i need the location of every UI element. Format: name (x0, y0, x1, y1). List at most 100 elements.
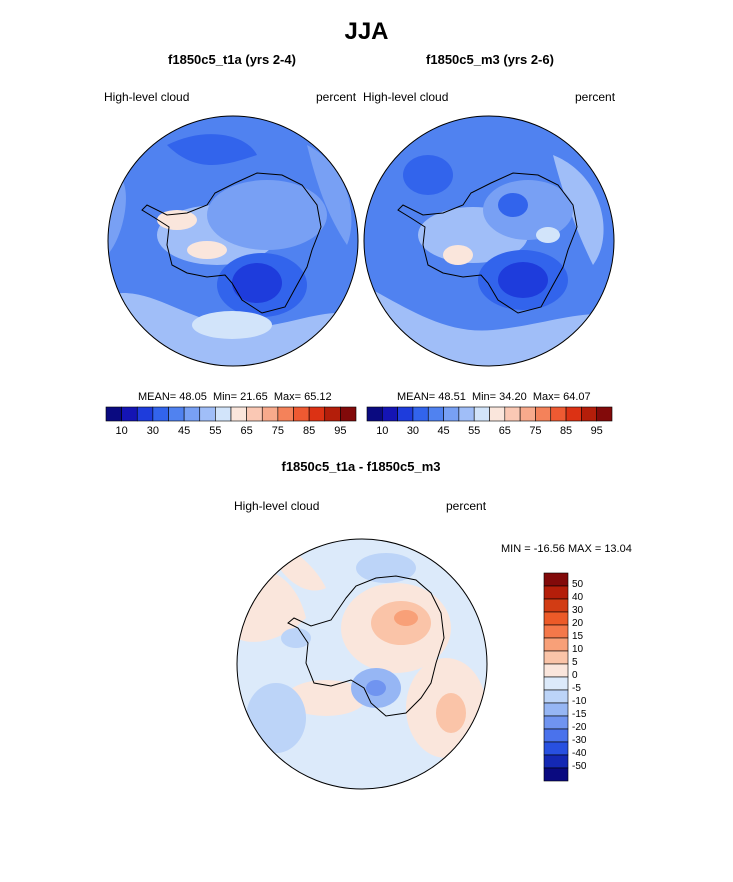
diff-field (394, 610, 418, 626)
panel2-colorbar-ticks: 10 30 45 55 65 75 85 95 (367, 425, 612, 439)
panel2-field (536, 227, 560, 243)
colorbar-tick-label: 85 (559, 425, 573, 437)
colorbar-tick-label: 75 (271, 425, 284, 437)
panel2-field (443, 245, 473, 265)
colorbar-tick-label: 75 (529, 425, 542, 437)
diff-field (281, 628, 311, 648)
panel1-title: f1850c5_t1a (yrs 2-4) (168, 52, 296, 67)
diff-field (436, 693, 466, 733)
colorbar-cell (382, 406, 398, 422)
colorbar-cell (543, 624, 569, 639)
colorbar-cell (168, 406, 185, 422)
colorbar-cell (543, 754, 569, 769)
colorbar-cell (121, 406, 138, 422)
colorbar-tick-label: 45 (437, 425, 450, 437)
panel1-field (187, 241, 227, 259)
colorbar-cell (543, 585, 569, 600)
colorbar-cell (261, 406, 279, 422)
panel1-colorbar (105, 406, 357, 422)
colorbar-cell (581, 406, 597, 422)
panel2-variable: High-level cloud (363, 90, 449, 104)
colorbar-tick-label: 20 (572, 618, 584, 629)
colorbar-tick-label: 85 (303, 425, 316, 437)
colorbar-cell (152, 406, 169, 422)
panel2-field (364, 285, 614, 366)
colorbar-tick-label: 95 (334, 425, 347, 437)
diff-colorbar (543, 572, 569, 782)
colorbar-cell (412, 406, 429, 422)
colorbar-cell (596, 406, 613, 422)
colorbar-tick-label: -50 (572, 761, 587, 772)
colorbar-cell (199, 406, 216, 422)
colorbar-cell (277, 406, 294, 422)
diff-field (246, 683, 306, 753)
colorbar-tick-label: 5 (572, 657, 578, 668)
panel2-coast (397, 172, 578, 314)
colorbar-cell (543, 611, 569, 626)
panel1-field (232, 263, 282, 303)
colorbar-cell (230, 406, 247, 422)
colorbar-cell (543, 663, 569, 678)
diff-coast (287, 575, 445, 717)
panel2-map (363, 115, 615, 367)
panel2-stats: MEAN= 48.51 Min= 34.20 Max= 64.07 (397, 391, 591, 403)
colorbar-cell (543, 689, 569, 704)
colorbar-cell (443, 406, 460, 422)
colorbar-cell (543, 715, 569, 730)
colorbar-cell (504, 406, 521, 422)
diff-title: f1850c5_t1a - f1850c5_m3 (281, 459, 441, 474)
panel1-colorbar-ticks: 10 30 45 55 65 75 85 95 (106, 425, 356, 439)
colorbar-cell (308, 406, 326, 422)
panel1-units: percent (316, 90, 357, 104)
panel2-field (483, 180, 573, 240)
colorbar-cell (340, 406, 357, 422)
colorbar-tick-label: -10 (572, 696, 587, 707)
diff-field (356, 553, 416, 583)
colorbar-cell (324, 406, 341, 422)
colorbar-cell (565, 406, 582, 422)
colorbar-tick-label: 40 (572, 592, 584, 603)
colorbar-cell (543, 702, 569, 717)
colorbar-cell (543, 767, 569, 782)
colorbar-tick-label: 30 (572, 605, 584, 616)
colorbar-cell (550, 406, 567, 422)
panel2-colorbar (366, 406, 613, 422)
panel2-field (498, 262, 548, 298)
colorbar-cell (293, 406, 310, 422)
panel2-units: percent (575, 90, 616, 104)
panel2-field (553, 155, 604, 265)
colorbar-tick-label: 55 (468, 425, 481, 437)
diff-field (366, 680, 386, 696)
panel1-variable: High-level cloud (104, 90, 190, 104)
colorbar-cell (543, 650, 569, 665)
panel1-field (307, 145, 352, 245)
diff-field (286, 680, 366, 716)
colorbar-cell (489, 406, 506, 422)
colorbar-cell (246, 406, 263, 422)
colorbar-tick-label: 10 (115, 425, 128, 437)
colorbar-cell (366, 406, 383, 422)
colorbar-cell (535, 406, 552, 422)
colorbar-cell (458, 406, 475, 422)
colorbar-tick-label: -40 (572, 748, 587, 759)
colorbar-cell (136, 406, 154, 422)
colorbar-tick-label: 15 (572, 631, 584, 642)
colorbar-tick-label: 10 (376, 425, 389, 437)
colorbar-tick-label: -15 (572, 709, 587, 720)
main-title: JJA (344, 18, 389, 45)
panel2-field (498, 193, 528, 217)
colorbar-tick-label: 65 (240, 425, 253, 437)
diff-units: percent (446, 499, 487, 513)
colorbar-cell (215, 406, 232, 422)
colorbar-tick-label: 95 (590, 425, 603, 437)
colorbar-tick-label: 55 (209, 425, 222, 437)
colorbar-tick-label: 30 (146, 425, 159, 437)
colorbar-cell (543, 598, 569, 613)
colorbar-tick-label: -30 (572, 735, 587, 746)
colorbar-cell (473, 406, 490, 422)
colorbar-tick-label: 10 (572, 644, 584, 655)
panel1-field (167, 134, 257, 165)
colorbar-cell (397, 406, 414, 422)
colorbar-cell (543, 741, 569, 756)
panel1-coast (141, 172, 322, 314)
